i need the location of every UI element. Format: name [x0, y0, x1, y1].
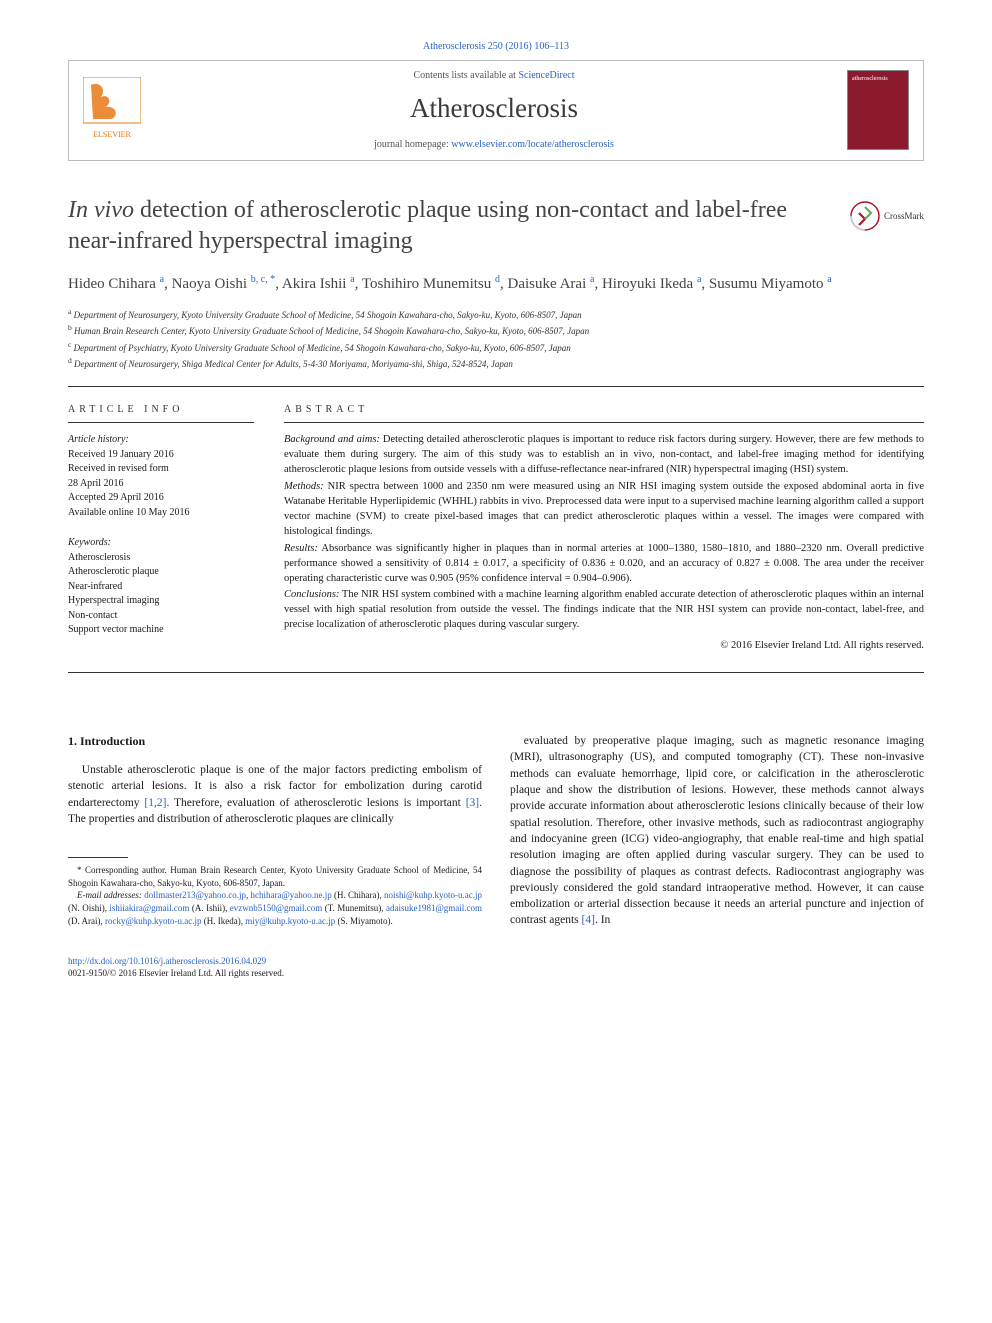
- email-link[interactable]: adaisuke1981@gmail.com: [386, 903, 482, 913]
- article-title: In vivo detection of atherosclerotic pla…: [68, 195, 832, 256]
- email-link[interactable]: dollmaster213@yahoo.co.jp: [144, 890, 246, 900]
- crossmark-badge[interactable]: CrossMark: [850, 201, 924, 231]
- email-link[interactable]: evzwnb5150@gmail.com: [230, 903, 323, 913]
- footnotes: * Corresponding author. Human Brain Rese…: [68, 864, 482, 927]
- svg-text:ELSEVIER: ELSEVIER: [93, 130, 131, 139]
- corresponding-author-note: * Corresponding author. Human Brain Rese…: [68, 864, 482, 889]
- abstract-column: ABSTRACT Background and aims: Detecting …: [284, 403, 924, 654]
- elsevier-logo: ELSEVIER: [83, 77, 141, 143]
- abstract-heading: ABSTRACT: [284, 403, 924, 424]
- abstract-copyright: © 2016 Elsevier Ireland Ltd. All rights …: [284, 639, 924, 653]
- ref-link[interactable]: [1,2]: [144, 797, 166, 809]
- author-list: Hideo Chihara a, Naoya Oishi b, c, *, Ak…: [68, 272, 924, 296]
- journal-header: ELSEVIER Contents lists available at Sci…: [68, 60, 924, 161]
- journal-name: Atherosclerosis: [155, 90, 833, 126]
- intro-paragraph-2: evaluated by preoperative plaque imaging…: [510, 733, 924, 929]
- journal-homepage: journal homepage: www.elsevier.com/locat…: [155, 138, 833, 152]
- issn-copyright: 0021-9150/© 2016 Elsevier Ireland Ltd. A…: [68, 968, 284, 978]
- crossmark-icon: [850, 201, 880, 231]
- affiliation-list: a Department of Neurosurgery, Kyoto Univ…: [68, 306, 924, 372]
- header-citation: Atherosclerosis 250 (2016) 106–113: [68, 40, 924, 54]
- section-divider: [68, 386, 924, 387]
- doi-link[interactable]: http://dx.doi.org/10.1016/j.atherosclero…: [68, 956, 266, 966]
- body-column-left: 1. Introduction Unstable atherosclerotic…: [68, 733, 482, 980]
- keywords-block: Keywords: AtherosclerosisAtherosclerotic…: [68, 536, 254, 638]
- email-addresses: E-mail addresses: dollmaster213@yahoo.co…: [68, 889, 482, 927]
- article-info-heading: ARTICLE INFO: [68, 403, 254, 424]
- email-link[interactable]: rocky@kuhp.kyoto-u.ac.jp: [105, 916, 202, 926]
- email-link[interactable]: miy@kuhp.kyoto-u.ac.jp: [245, 916, 335, 926]
- sciencedirect-link[interactable]: ScienceDirect: [518, 70, 574, 81]
- intro-paragraph-1: Unstable atherosclerotic plaque is one o…: [68, 762, 482, 827]
- doi-block: http://dx.doi.org/10.1016/j.atherosclero…: [68, 955, 482, 979]
- email-link[interactable]: noishi@kuhp.kyoto-u.ac.jp: [384, 890, 482, 900]
- article-history: Article history: Received 19 January 201…: [68, 433, 254, 520]
- homepage-link[interactable]: www.elsevier.com/locate/atherosclerosis: [451, 139, 614, 150]
- body-column-right: evaluated by preoperative plaque imaging…: [510, 733, 924, 980]
- crossmark-label: CrossMark: [884, 210, 924, 222]
- ref-link[interactable]: [4]: [582, 914, 595, 926]
- contents-available: Contents lists available at ScienceDirec…: [155, 69, 833, 83]
- email-link[interactable]: hchihara@yahoo.ne.jp: [250, 890, 331, 900]
- footnote-separator: [68, 857, 128, 858]
- ref-link[interactable]: [3]: [466, 797, 479, 809]
- article-info-column: ARTICLE INFO Article history: Received 1…: [68, 403, 254, 654]
- introduction-heading: 1. Introduction: [68, 733, 482, 750]
- journal-cover-thumbnail: atherosclerosis: [847, 70, 909, 150]
- email-link[interactable]: ishiiakira@gmail.com: [109, 903, 189, 913]
